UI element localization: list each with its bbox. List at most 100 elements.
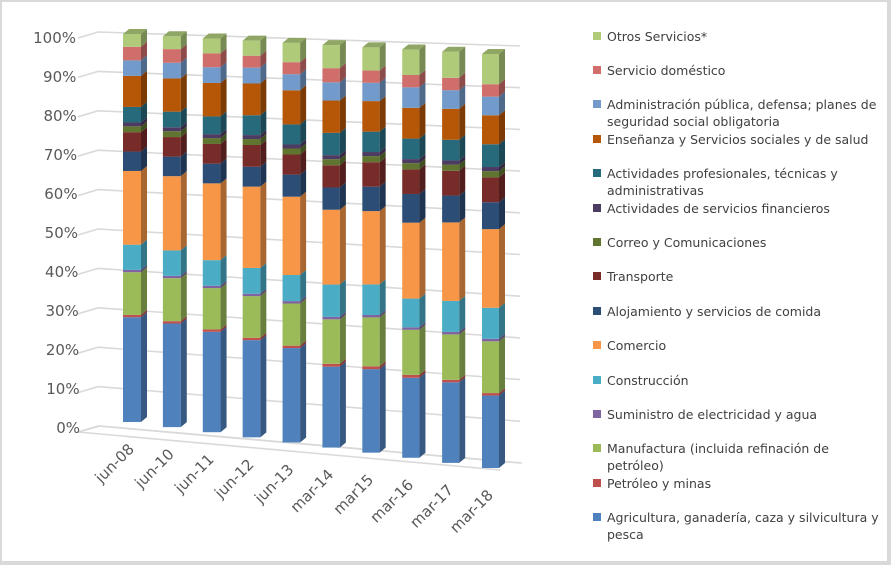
bar-segment [162,278,181,322]
bar-segment-side [180,73,187,112]
bar-segment [282,196,301,275]
bar-segment-side [339,150,346,160]
bar-segment [282,42,301,63]
bar-segment [482,338,499,342]
bar-segment [202,288,221,330]
bar-segment-side [141,312,147,422]
bar-segment-side [180,31,187,50]
bar-segment-side [459,134,466,161]
bar-segment [202,331,221,433]
bar-segment [162,156,181,177]
bar-segment [123,151,141,171]
legend-swatch [593,444,601,452]
bar-segment-side [499,224,505,308]
bar-segment [162,78,181,112]
bar-segment [362,82,380,102]
bar-segment-side [300,191,307,275]
bar-stack-mar-14 [322,40,346,448]
gridline [77,31,521,47]
bar-segment [282,148,301,155]
bar-segment-side [459,190,466,223]
y-tick-label: 80% [43,107,76,125]
bar-segment [322,159,340,166]
bar-segment-side [379,147,386,157]
bar-segment-side [379,181,386,212]
legend-label: Otros Servicios* [607,29,708,44]
bar-segment-side [300,269,307,302]
bar-segment-side [180,273,187,322]
bar-segment-side [180,270,187,279]
bar-segment [402,298,420,328]
y-tick-label: 100% [33,29,76,47]
bar-segment-side [459,72,466,91]
legend-swatch [593,307,601,315]
bar-segment-side [499,172,505,203]
bar-segment [322,155,340,160]
bar-segment [362,156,380,163]
bar-segment [162,323,181,428]
bar-segment [482,115,499,145]
bar-top [242,35,267,41]
bar-segment-side [339,314,346,364]
legend-swatch [593,513,601,521]
bar-segment-side [260,161,267,187]
legend-swatch [593,32,601,40]
bar-segment [282,274,301,302]
legend-swatch [593,479,601,487]
legend-label: Correo y Comunicaciones [607,235,767,250]
bar-segment-side [379,65,386,83]
bar-segment-side [300,296,307,304]
bar-segment-side [141,70,147,107]
bar-segment [202,183,221,261]
bar-segment-side [180,151,187,177]
bar-segment [282,174,301,197]
bar-segment [362,317,380,367]
bar-segment-side [141,239,147,270]
bar-stack-mar-18 [482,49,505,468]
bar-segment-side [220,178,227,261]
legend-item: Actividades profesionales, técnicas y ad… [593,165,885,199]
bar-segment-side [141,41,147,61]
bar-segment [482,167,499,172]
legend-label: Enseñanza y Servicios sociales y de salu… [607,132,869,147]
bar-segment-side [220,62,227,83]
bar-segment-side [180,106,187,128]
bar-segment [402,327,420,330]
bar-segment-side [260,78,267,116]
bar-segment [402,159,420,164]
bar-segment [162,137,181,157]
bar-segment [442,379,460,383]
legend-label: Comercio [607,338,667,353]
bar-segment-side [379,312,386,367]
bar-stack-mar-16 [402,44,426,458]
bar-segment-side [300,119,307,145]
bar-segment [362,211,380,285]
bar-segment [322,165,340,188]
bar-segment [202,134,221,139]
bar-segment [282,303,301,346]
bar-segment-side [300,139,307,149]
bar-segment [162,49,181,63]
bar-segment [442,77,460,91]
bar-segment [482,177,499,203]
bar-segment [123,244,141,270]
bar-segment-side [459,159,466,171]
y-tick-label: 60% [44,185,77,203]
bar-segment [202,53,221,68]
bar-segment-side [499,336,505,394]
bar-segment-side [339,311,346,320]
bar-segment-side [220,138,227,164]
bar-segment-side [220,77,227,117]
bar-segment-side [379,206,386,285]
bar-top [162,31,187,37]
bar-segment [322,319,340,364]
bar-segment-side [260,181,267,268]
bars [123,29,505,468]
x-tick-label: jun-10 [131,445,178,492]
bar-segment-side [141,146,147,171]
bar-segment [322,284,340,317]
bar-segment-side [339,358,346,367]
bar-segment-side [499,390,505,468]
bar-segment-side [419,217,426,299]
bar-segment [442,222,460,301]
